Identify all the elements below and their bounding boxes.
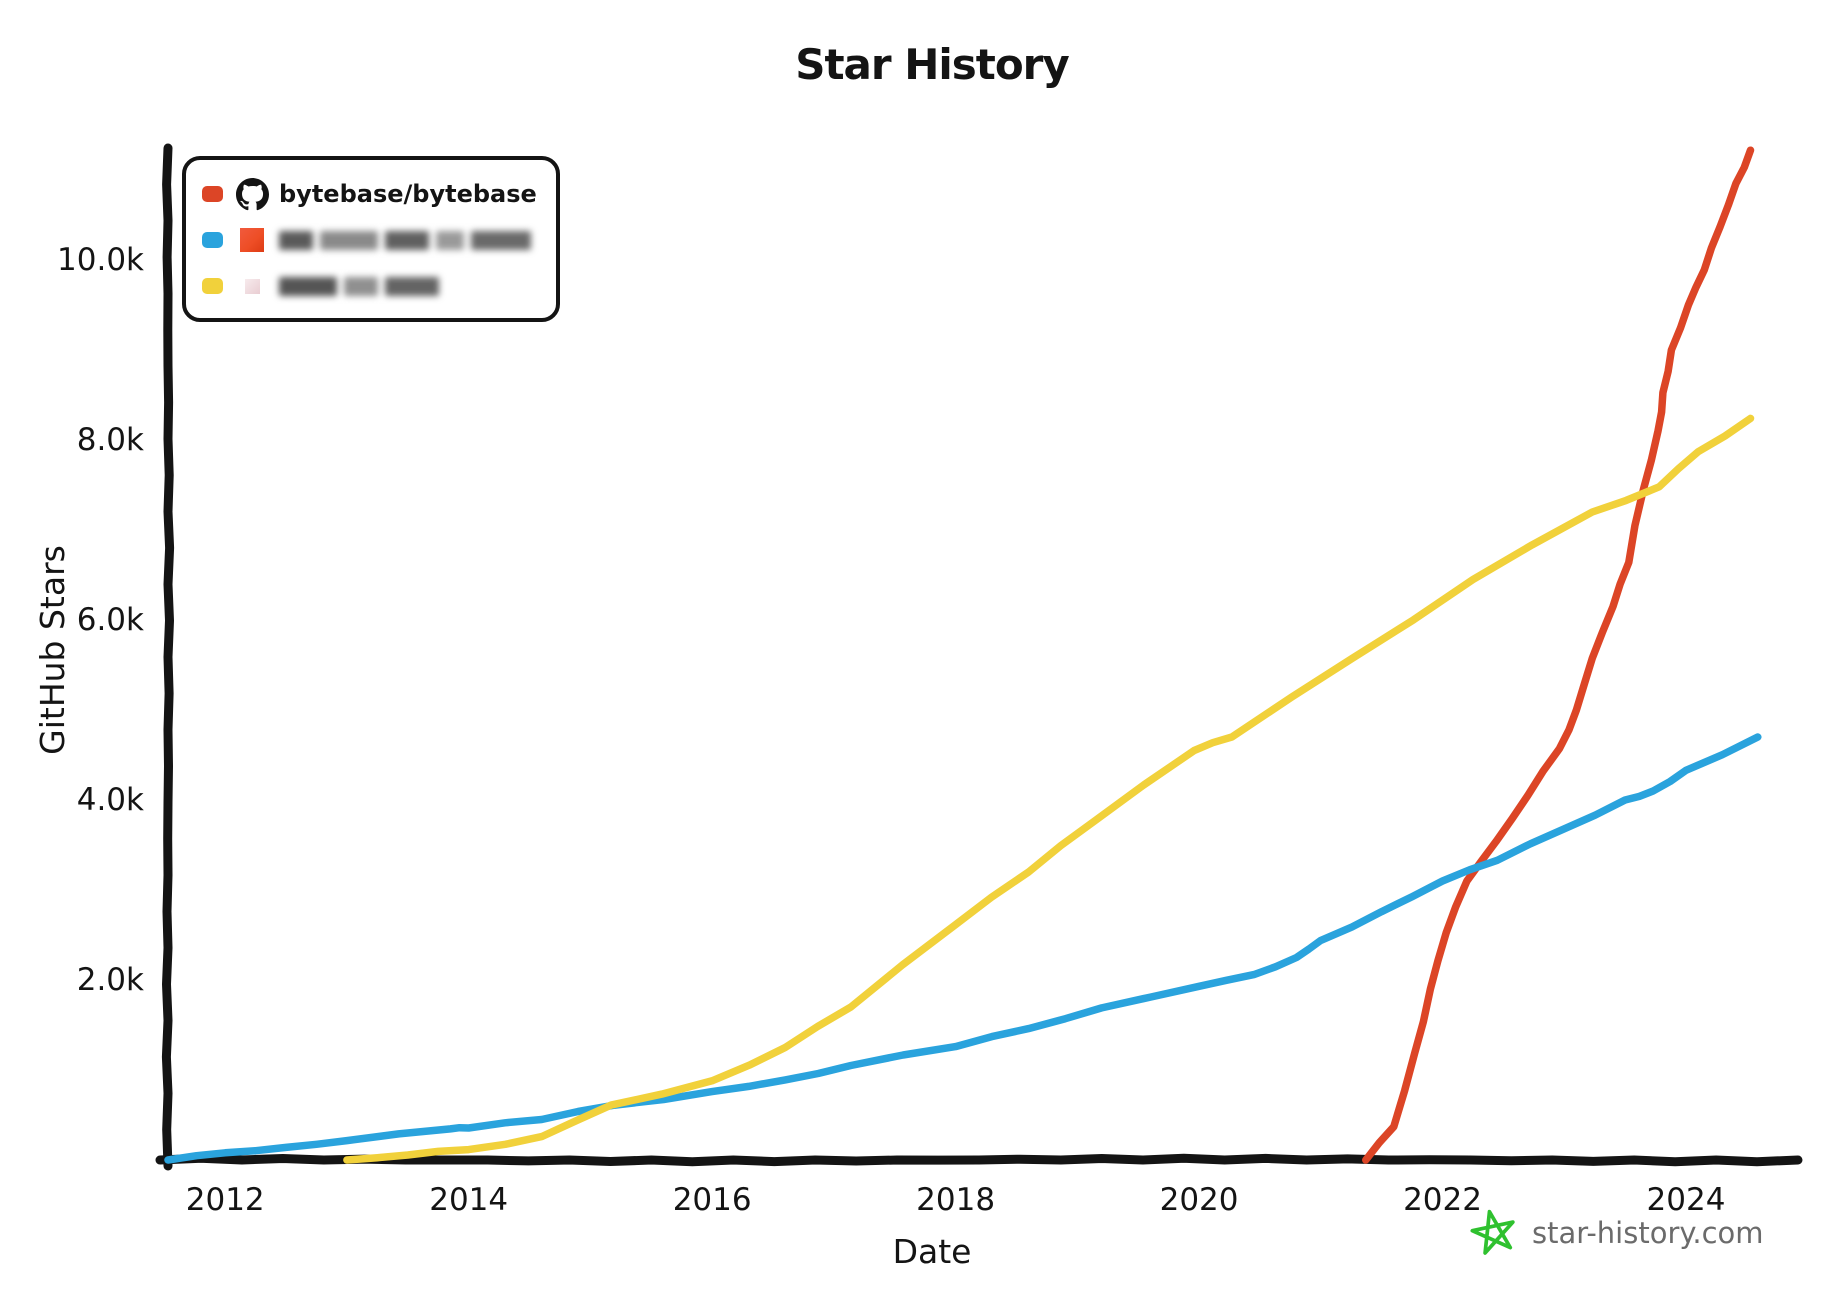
x-tick-label-2022: 2022 xyxy=(1403,1182,1482,1218)
y-tick-label-6.0k: 6.0k xyxy=(76,601,144,638)
legend-item-redacted-2[interactable] xyxy=(202,264,556,308)
chart-title: Star History xyxy=(795,40,1070,89)
y-axis-title: GitHub Stars xyxy=(33,545,72,755)
green-star-icon xyxy=(1470,1209,1515,1255)
legend-label-bytebase: bytebase/bytebase xyxy=(279,180,537,208)
legend-box: bytebase/bytebase xyxy=(182,156,560,322)
legend-item-redacted-1[interactable] xyxy=(202,218,556,262)
y-axis-line xyxy=(161,143,175,1171)
series-line-yellow xyxy=(343,414,1755,1164)
y-tick-label-4.0k: 4.0k xyxy=(76,781,144,818)
y-tick-label-2.0k: 2.0k xyxy=(76,961,144,998)
series-line-blue xyxy=(164,733,1762,1164)
avatar-redacted-pink-icon xyxy=(235,269,269,303)
avatar-redacted-orange-icon xyxy=(235,223,269,257)
legend-item-bytebase[interactable]: bytebase/bytebase xyxy=(202,172,556,216)
x-axis-title: Date xyxy=(892,1232,972,1271)
y-tick-label-10.0k: 10.0k xyxy=(57,241,144,278)
x-axis-line xyxy=(155,1153,1803,1167)
github-logo-icon xyxy=(235,177,269,211)
legend-label-redacted-2 xyxy=(279,276,439,296)
x-tick-label-2020: 2020 xyxy=(1159,1182,1239,1218)
legend-label-redacted-1 xyxy=(279,230,531,250)
x-tick-label-2018: 2018 xyxy=(916,1182,996,1218)
x-tick-label-2012: 2012 xyxy=(185,1182,265,1218)
legend-swatch-yellow xyxy=(202,278,223,294)
x-tick-label-2024: 2024 xyxy=(1646,1182,1726,1218)
x-tick-label-2016: 2016 xyxy=(672,1182,752,1218)
legend-swatch-blue xyxy=(202,232,223,248)
x-tick-label-2014: 2014 xyxy=(429,1182,509,1218)
footer-brand[interactable]: star-history.com xyxy=(1470,1208,1764,1258)
series-line-red xyxy=(1362,146,1755,1164)
legend-swatch-red xyxy=(202,186,223,202)
footer-brand-text: star-history.com xyxy=(1532,1216,1764,1250)
y-tick-label-8.0k: 8.0k xyxy=(76,421,144,458)
